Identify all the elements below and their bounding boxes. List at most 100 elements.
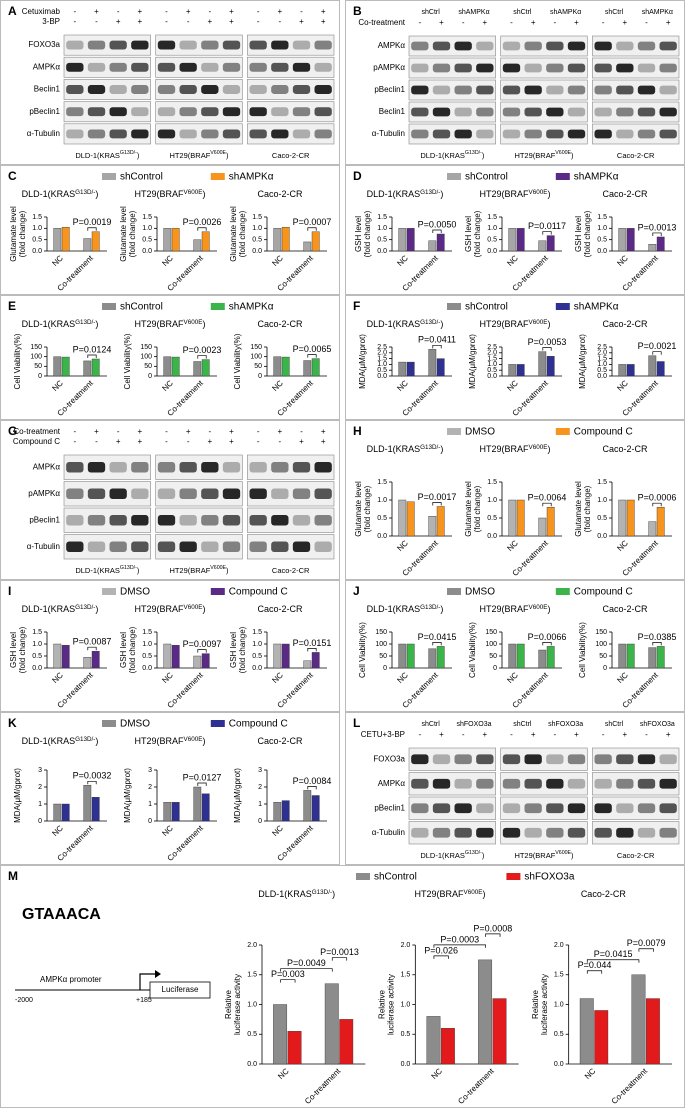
treatment-sign: + xyxy=(137,7,142,16)
band xyxy=(314,40,332,50)
band xyxy=(201,62,219,72)
treatment-sign: + xyxy=(531,18,536,27)
band xyxy=(249,541,267,553)
treatment-sign: + xyxy=(574,730,579,739)
band xyxy=(546,129,564,139)
band xyxy=(524,803,542,814)
cell-line-name: Caco-2-CR xyxy=(617,151,655,160)
band xyxy=(66,541,84,553)
bar xyxy=(91,651,100,669)
y-tick-label: 100 xyxy=(250,354,262,361)
group-label: shCtrl xyxy=(422,9,441,16)
band xyxy=(249,107,267,117)
y-axis-label: Glutamate level xyxy=(119,206,128,262)
y-tick-label: 0 xyxy=(603,665,607,672)
cell-line-superscript: V600E xyxy=(529,319,548,326)
y-axis-label: (fold change) xyxy=(18,626,27,673)
y-tick-label: 150 xyxy=(140,344,152,351)
band xyxy=(454,41,472,51)
band xyxy=(179,85,197,94)
band xyxy=(432,803,451,814)
bar xyxy=(648,521,657,537)
band xyxy=(659,41,677,51)
treatment-label: Cetuximab xyxy=(22,7,61,16)
cell-line-superscript: G13D/- xyxy=(420,319,440,326)
band xyxy=(637,41,656,51)
band xyxy=(659,85,677,95)
bar xyxy=(618,228,627,252)
significance-bracket xyxy=(638,948,654,952)
bar xyxy=(656,361,665,377)
band xyxy=(179,461,197,473)
significance-bracket xyxy=(432,344,442,349)
cell-line-name: Caco-2-CR xyxy=(602,319,648,329)
blot-box xyxy=(63,123,151,145)
band xyxy=(502,63,521,73)
bar xyxy=(648,243,657,252)
band xyxy=(157,514,176,526)
bar xyxy=(163,228,172,252)
panel-letter: A xyxy=(8,4,17,18)
y-axis-label: Cell Viability(%) xyxy=(468,622,477,678)
y-axis-label: luciferase activity xyxy=(540,974,549,1035)
legend-swatch xyxy=(102,173,116,180)
tss-arrowhead xyxy=(155,970,161,978)
y-tick-label: 1.0 xyxy=(142,641,152,648)
cell-line-name: HT29(BRAF xyxy=(135,189,185,199)
bar xyxy=(648,647,657,669)
cell-line-name: DLD-1(KRAS xyxy=(367,189,421,199)
y-axis-label: Glutamate level xyxy=(229,206,238,262)
y-axis-label: (fold change) xyxy=(18,210,27,257)
band xyxy=(411,778,429,789)
legend-label: Compound C xyxy=(229,587,288,598)
band xyxy=(567,129,586,139)
cell-line-title: Caco-2-CR xyxy=(272,566,310,575)
bar xyxy=(311,795,320,822)
bar xyxy=(83,657,92,669)
treatment-sign: - xyxy=(510,730,513,739)
band xyxy=(502,803,521,814)
significance-bracket xyxy=(485,933,501,937)
protein-label: α-Tubulin xyxy=(372,129,405,138)
band xyxy=(109,461,127,473)
band xyxy=(109,514,127,526)
cell-line-title: DLD-1(KRASG13D/-) xyxy=(258,889,335,900)
panel-letter: G xyxy=(8,424,17,438)
protein-label: AMPKα xyxy=(378,779,406,788)
band xyxy=(314,541,332,553)
blot-box xyxy=(500,35,588,57)
treatment-sign: + xyxy=(229,427,234,436)
y-axis-label: (fold change) xyxy=(363,210,372,257)
band xyxy=(271,62,289,72)
treatment-sign: + xyxy=(207,17,212,26)
x-tick-label: NC xyxy=(395,253,410,268)
p-value: P=0.0124 xyxy=(73,344,112,354)
y-tick-label: 50 xyxy=(379,653,387,660)
treatment-sign: + xyxy=(116,437,121,446)
y-tick-label: 0.0 xyxy=(377,533,387,540)
protein-label: pBeclin1 xyxy=(374,803,405,812)
y-tick-label: 0.5 xyxy=(487,237,497,244)
cell-line-title: DLD-1(KRASG13D/-) xyxy=(420,150,485,160)
bar xyxy=(594,1010,609,1065)
cell-line-end: ) xyxy=(332,889,335,899)
cell-line-title: Caco-2-CR xyxy=(602,189,648,199)
bar xyxy=(303,241,312,252)
y-tick-label: 0.5 xyxy=(597,237,607,244)
y-tick-label: 1 xyxy=(258,801,262,808)
treatment-sign: + xyxy=(137,437,142,446)
y-tick-label: 0.0 xyxy=(32,248,42,255)
band xyxy=(546,85,564,95)
band xyxy=(87,129,106,139)
band xyxy=(546,63,564,73)
y-tick-label: 50 xyxy=(144,363,152,370)
cell-line-name: DLD-1(KRAS xyxy=(22,189,76,199)
band xyxy=(109,85,127,94)
band xyxy=(157,129,176,139)
treatment-sign: - xyxy=(418,18,421,27)
protein-label: Beclin1 xyxy=(379,107,406,116)
y-tick-label: 0 xyxy=(148,373,152,380)
bar xyxy=(546,646,555,669)
bar xyxy=(193,361,202,377)
group-label: shCtrl xyxy=(513,9,532,16)
